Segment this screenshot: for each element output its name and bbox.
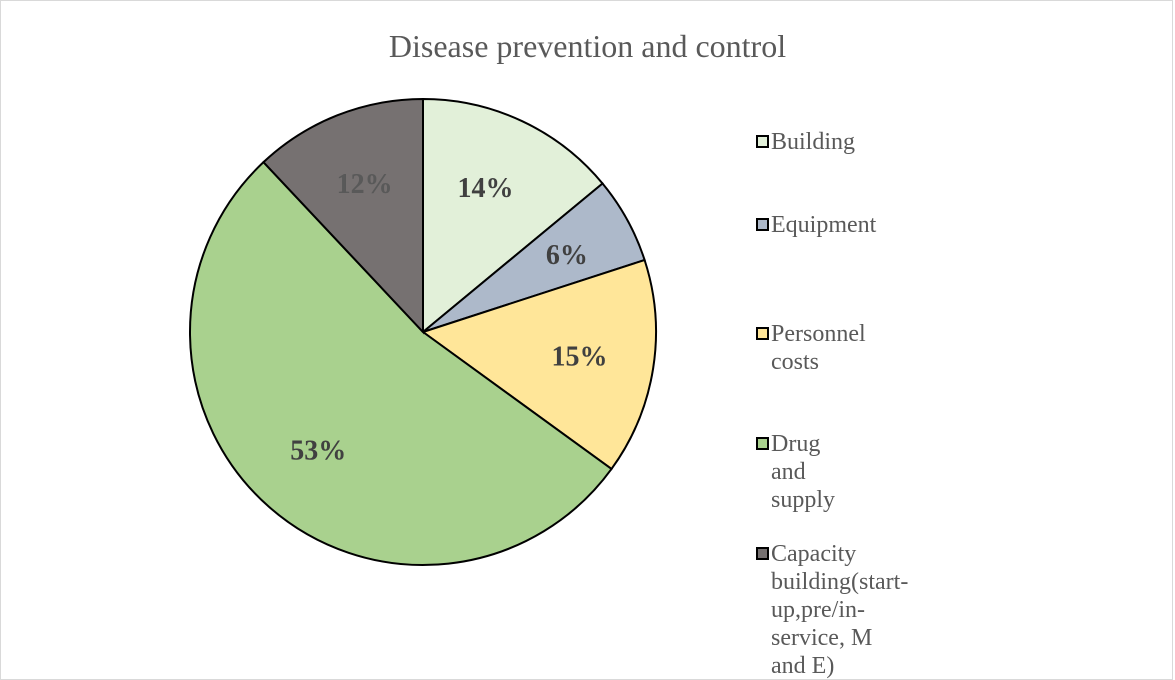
legend-item-capacity-building: Capacity building(start- up,pre/in-servi…: [756, 540, 908, 680]
legend-item-equipment: Equipment: [756, 211, 876, 239]
legend-label: Drug and supply: [771, 431, 836, 513]
data-label-building: 14%: [457, 173, 513, 204]
pie-slice-drug-and-supply: [189, 160, 613, 566]
legend-swatch: [756, 547, 769, 560]
legend-swatch: [756, 135, 769, 148]
pie-slice-capacity-building: [262, 97, 424, 335]
legend-item-personnel-costs: Personnel costs: [756, 320, 866, 376]
legend-swatch: [756, 327, 769, 340]
legend-label: Building: [771, 129, 856, 155]
legend-label: Equipment: [771, 212, 877, 238]
legend-item-building: Building: [756, 128, 855, 156]
data-label-personnel-costs: 15%: [551, 341, 607, 372]
data-label-equipment: 6%: [546, 240, 588, 271]
legend-swatch: [756, 437, 769, 450]
legend-label: Personnel costs: [771, 321, 866, 375]
legend-item-drug-and-supply: Drug and supply: [756, 430, 835, 514]
legend-label: Capacity building(start- up,pre/in-servi…: [771, 541, 909, 679]
pie-chart: 14% 6% 15% 53% 12%: [189, 97, 657, 566]
data-label-capacity-building: 12%: [337, 169, 393, 200]
pie-slice-building: [422, 97, 604, 335]
data-label-drug-and-supply: 53%: [290, 435, 346, 466]
pie-slice-personnel-costs: [420, 258, 657, 471]
legend-swatch: [756, 218, 769, 231]
chart-title: Disease prevention and control: [388, 28, 787, 64]
